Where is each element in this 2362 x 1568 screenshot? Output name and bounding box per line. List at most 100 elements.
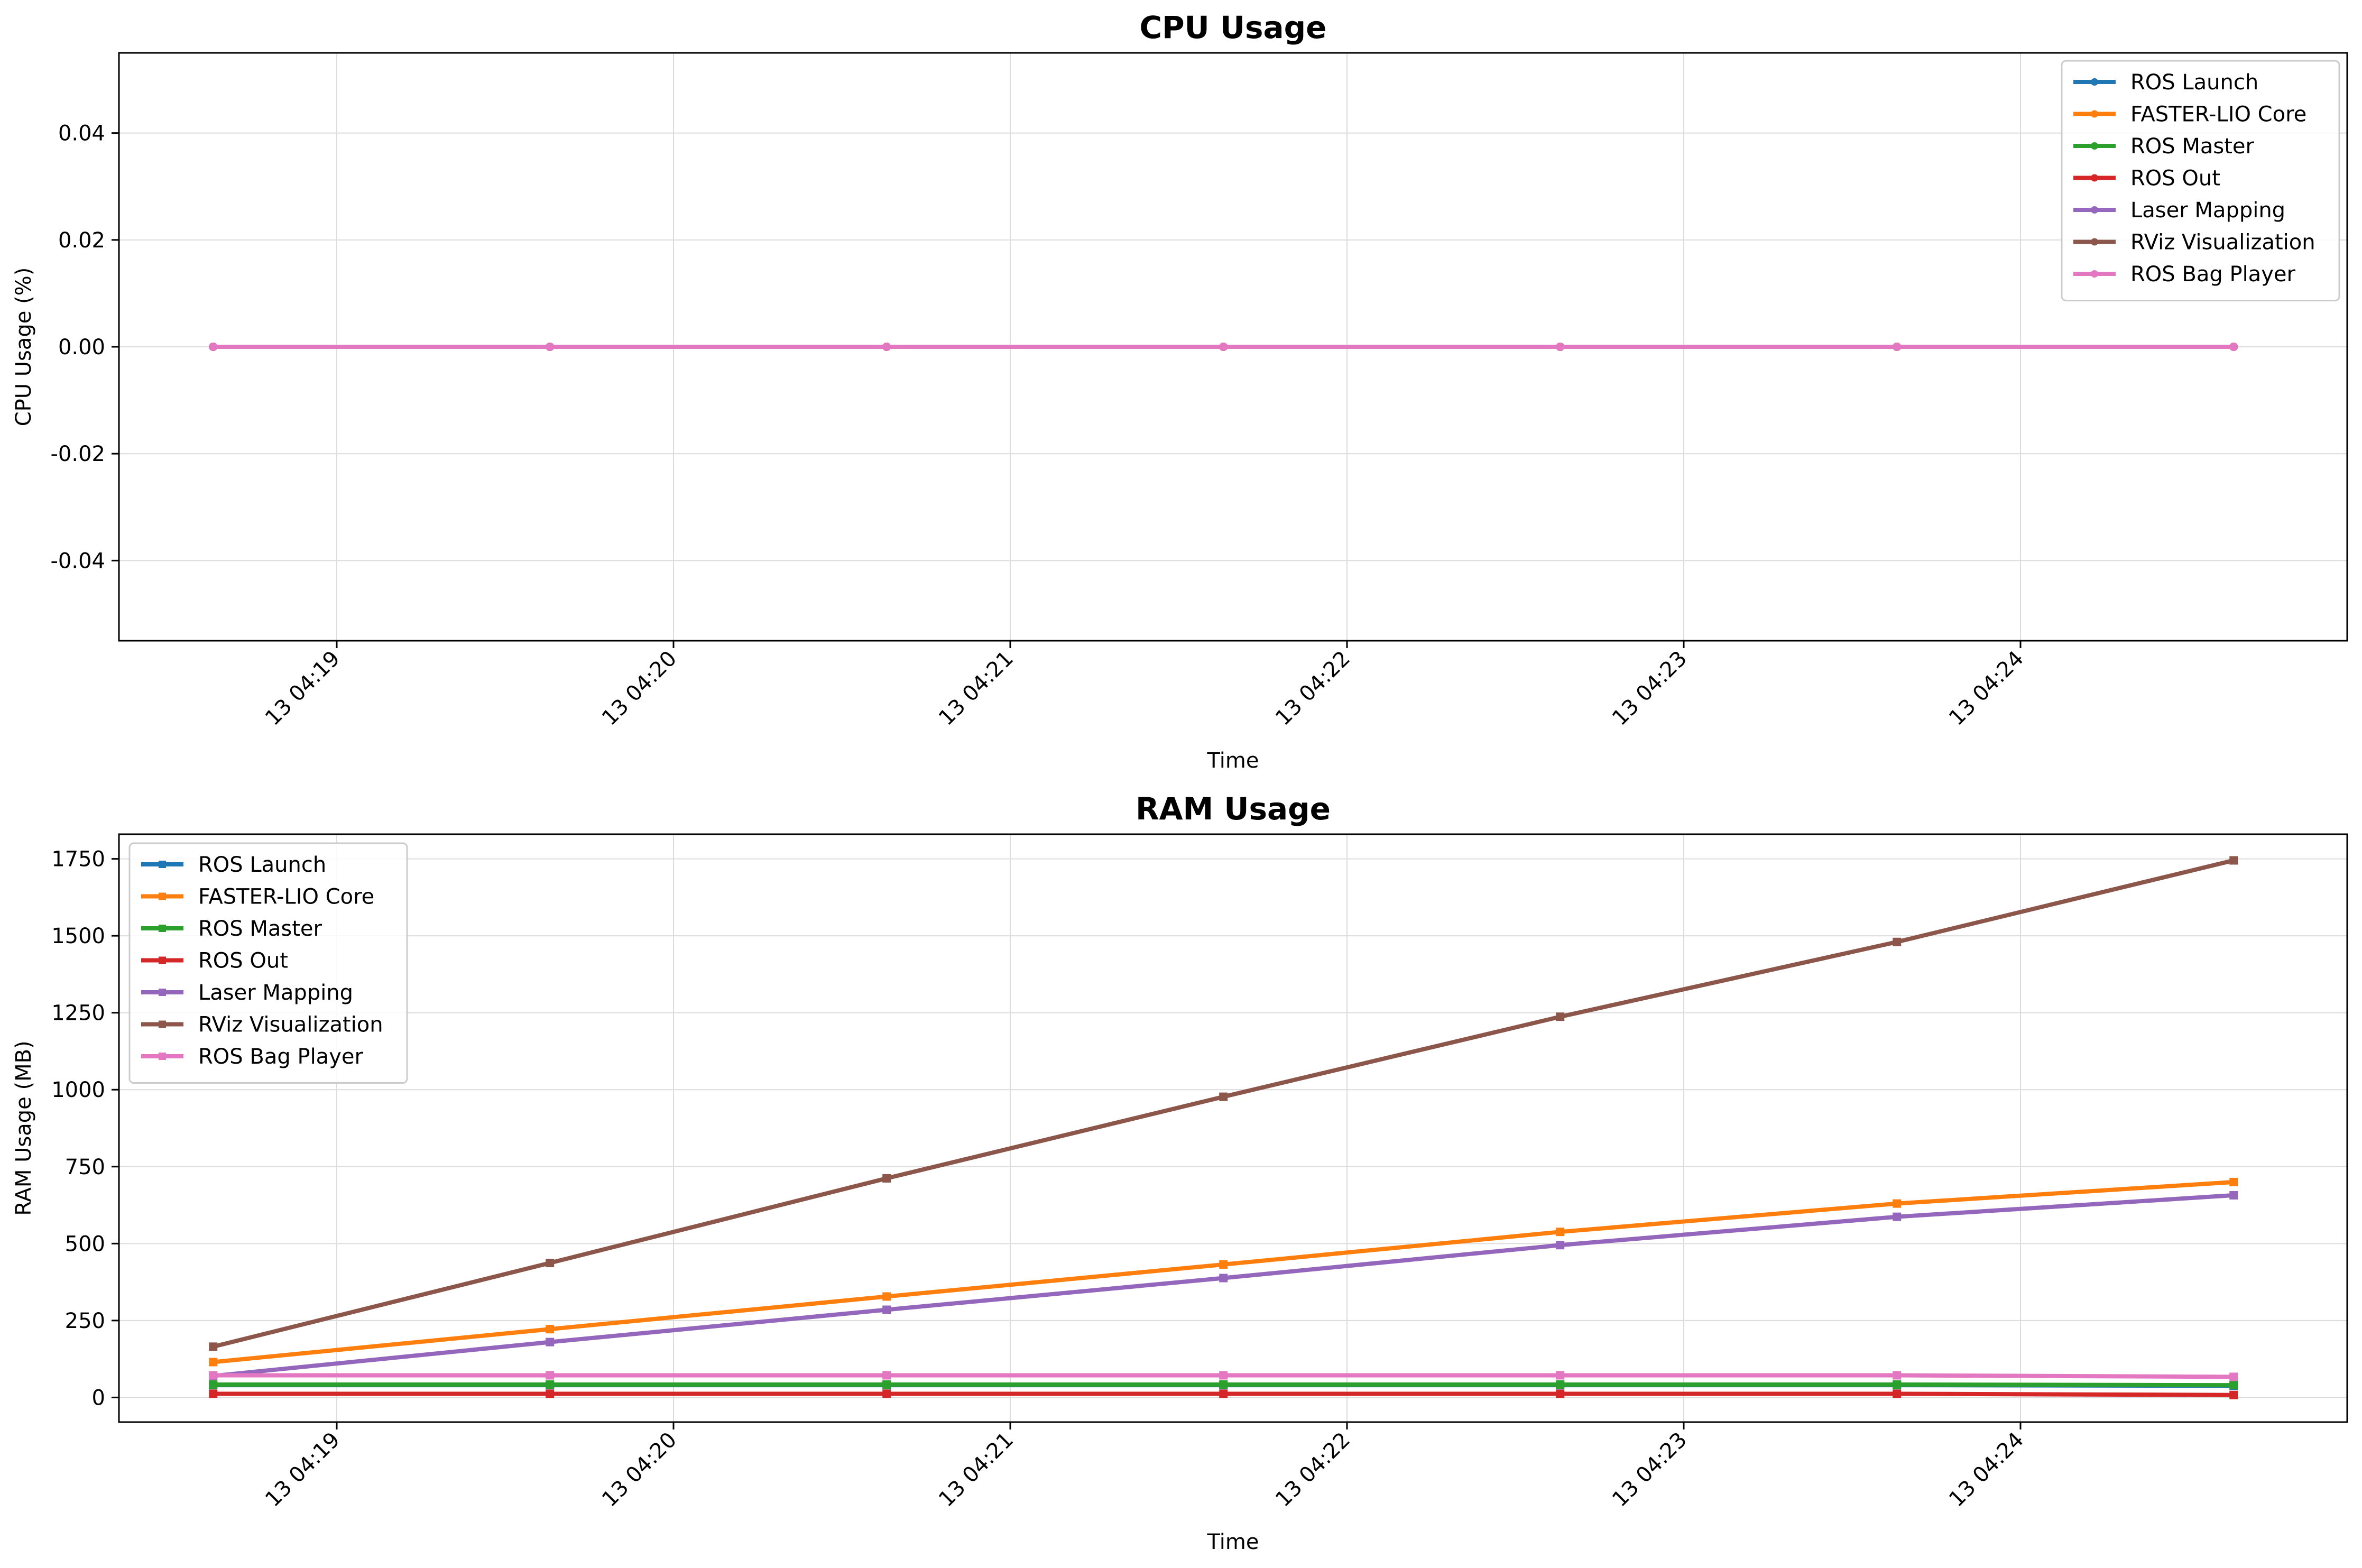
series-line [213, 1193, 2234, 1378]
data-point [209, 1342, 218, 1351]
data-point [546, 1371, 555, 1380]
legend-label: RViz Visualization [2130, 230, 2315, 255]
data-point [2229, 1390, 2238, 1399]
legend: ROS Launch FASTER-LIO Core ROS Master ROS O… [128, 842, 408, 1084]
data-point [882, 1174, 891, 1183]
legend-label: FASTER-LIO Core [198, 885, 374, 909]
x-tick-label: 13 04:19 [261, 1428, 345, 1512]
data-point [209, 1389, 218, 1398]
y-tick-label: 0 [92, 1386, 105, 1410]
y-tick-label: 250 [65, 1309, 105, 1333]
legend-marker [159, 925, 166, 932]
y-tick-label: 1250 [51, 1001, 105, 1026]
y-tick-label: 0.04 [58, 122, 105, 146]
y-tick-label: 750 [65, 1155, 105, 1179]
data-point [1556, 1389, 1565, 1398]
data-point [546, 1380, 555, 1389]
data-point [882, 1380, 891, 1389]
chart-title: CPU Usage [1140, 10, 1327, 45]
legend-marker [159, 892, 166, 900]
y-tick-label: 0.02 [58, 228, 105, 253]
data-point [546, 343, 555, 351]
data-point [1219, 1274, 1228, 1283]
legend-marker [2091, 110, 2098, 118]
data-point [1893, 343, 1902, 351]
series-ros-bag-player [209, 343, 2238, 351]
data-point [546, 1259, 555, 1268]
legend-marker [2091, 174, 2098, 182]
data-point [2229, 856, 2238, 865]
series-ros-out [209, 1389, 2238, 1399]
x-axis-label: Time [1207, 1530, 1259, 1554]
data-point [546, 1338, 555, 1346]
series-laser-mapping [209, 1191, 2238, 1380]
data-point [1219, 1092, 1228, 1101]
data-point [1219, 1260, 1228, 1269]
legend-label: ROS Out [2130, 167, 2220, 191]
data-point [546, 1325, 555, 1334]
data-point [882, 343, 891, 351]
series-faster-lio-core [209, 1177, 2238, 1367]
data-point [1219, 343, 1228, 351]
ram-chart: 0 250 500 750 1000 1250 1500 1750 13 04:19 13 04:… [12, 791, 2348, 1554]
x-tick-label: 13 04:24 [1944, 647, 2028, 731]
series-rviz-visualization [209, 856, 2238, 1351]
data-point [882, 1292, 891, 1301]
legend-label: Laser Mapping [198, 981, 353, 1005]
y-tick-label: 1500 [51, 924, 105, 948]
legend-marker [2091, 238, 2098, 246]
series-ros-master [209, 1380, 2238, 1390]
legend-label: FASTER-LIO Core [2130, 103, 2306, 127]
data-point [1556, 1241, 1565, 1250]
data-point [2229, 1381, 2238, 1390]
chart-title: RAM Usage [1136, 791, 1331, 827]
legend-marker [159, 1020, 166, 1028]
legend-marker [2091, 270, 2098, 278]
data-point [546, 1389, 555, 1398]
data-point [1219, 1380, 1228, 1389]
legend-box [2061, 60, 2340, 301]
data-point [1893, 1380, 1902, 1389]
data-point [209, 343, 218, 351]
data-point [882, 1371, 891, 1380]
legend-marker [2091, 142, 2098, 150]
data-point [882, 1305, 891, 1314]
legend-label: ROS Master [2130, 134, 2255, 159]
x-axis-label: Time [1207, 749, 1259, 773]
legend-label: ROS Out [198, 949, 288, 973]
x-tick-label: 13 04:22 [1271, 1428, 1355, 1512]
data-point [1893, 1199, 1902, 1208]
x-tick-label: 13 04:21 [934, 1428, 1018, 1512]
plot-frame [118, 833, 2348, 1423]
x-tick-label: 13 04:21 [934, 647, 1018, 731]
data-point [1556, 1228, 1565, 1237]
data-point [1556, 1380, 1565, 1389]
y-tick-label: 1750 [51, 847, 105, 872]
y-tick-label: 0.00 [58, 335, 105, 359]
data-point [2229, 343, 2238, 351]
legend-label: ROS Master [198, 917, 322, 941]
legend-marker [2091, 78, 2098, 86]
y-tick-label: -0.02 [51, 442, 106, 466]
legend-marker [2091, 206, 2098, 214]
data-point [209, 1371, 218, 1380]
x-tick-label: 13 04:20 [597, 647, 681, 731]
legend-marker [159, 861, 166, 868]
y-axis-label: CPU Usage (%) [12, 268, 36, 427]
legend-marker [159, 956, 166, 964]
x-tick-label: 13 04:23 [1608, 1428, 1692, 1512]
legend-label: ROS Launch [2130, 70, 2258, 95]
data-point [1556, 343, 1565, 351]
plot-frame [118, 52, 2348, 642]
x-tick-label: 13 04:22 [1271, 647, 1355, 731]
data-point [1893, 937, 1902, 946]
x-tick-label: 13 04:19 [261, 647, 345, 731]
legend-label: ROS Bag Player [2130, 262, 2295, 287]
legend-label: ROS Bag Player [198, 1045, 363, 1069]
data-point [1893, 1389, 1902, 1398]
y-tick-label: -0.04 [51, 549, 106, 573]
series-line [213, 858, 2235, 1349]
data-point [1556, 1012, 1565, 1021]
data-point [209, 1380, 218, 1389]
